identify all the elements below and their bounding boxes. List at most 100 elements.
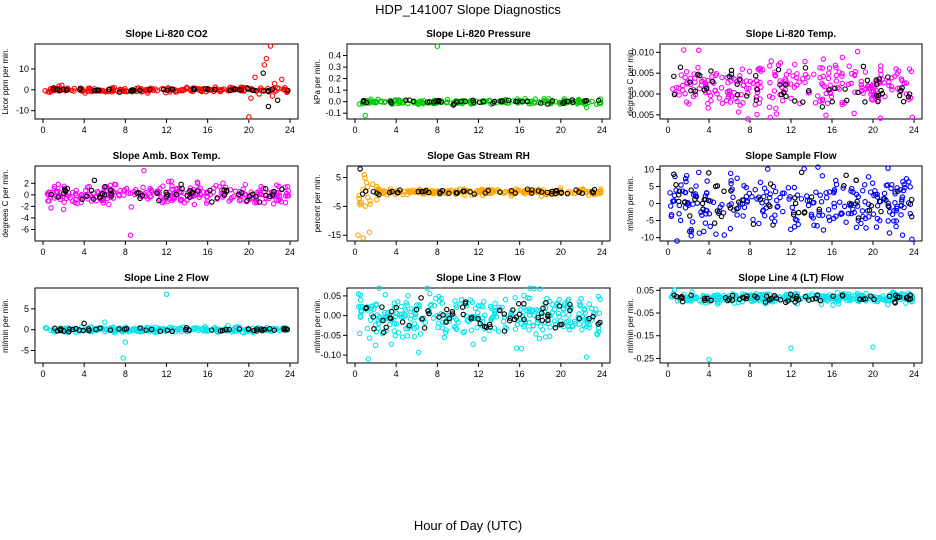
data-point xyxy=(708,98,714,104)
data-point xyxy=(855,193,862,200)
data-points xyxy=(667,164,915,244)
data-point xyxy=(688,233,694,239)
data-point xyxy=(545,317,551,324)
data-point xyxy=(678,72,684,78)
data-point xyxy=(804,198,811,204)
data-point xyxy=(518,345,525,352)
x-tick-label: 0 xyxy=(40,369,45,379)
data-point xyxy=(695,47,702,53)
data-point xyxy=(798,196,805,202)
data-point xyxy=(703,85,710,92)
data-point xyxy=(671,73,677,80)
data-point xyxy=(772,73,779,79)
data-point xyxy=(667,203,674,209)
data-point xyxy=(868,203,875,209)
x-tick-label: 16 xyxy=(203,369,213,379)
x-tick-label: 4 xyxy=(394,125,399,135)
data-point xyxy=(733,205,740,212)
data-point xyxy=(766,297,773,303)
data-point xyxy=(212,86,218,93)
data-point xyxy=(901,181,907,188)
data-point xyxy=(721,232,728,238)
data-point xyxy=(413,306,420,313)
data-point xyxy=(106,86,112,93)
data-point xyxy=(752,72,759,79)
data-point xyxy=(724,297,731,304)
data-point xyxy=(388,100,394,106)
data-point xyxy=(536,335,543,342)
data-point xyxy=(763,293,770,299)
data-point xyxy=(874,215,881,222)
data-point xyxy=(772,212,778,218)
data-point xyxy=(844,97,850,104)
data-point xyxy=(899,77,905,84)
data-point xyxy=(678,182,684,188)
data-point xyxy=(500,318,507,325)
data-point xyxy=(765,166,771,172)
data-point xyxy=(452,298,458,304)
data-point xyxy=(510,307,516,313)
data-point xyxy=(737,102,743,108)
data-point xyxy=(681,199,688,206)
plot-frame xyxy=(346,165,611,242)
data-point xyxy=(501,314,508,320)
y-tick-label: -6 xyxy=(21,224,29,234)
data-point xyxy=(526,327,532,333)
data-point xyxy=(869,97,876,103)
data-point xyxy=(125,190,132,196)
data-points xyxy=(42,43,291,120)
data-point xyxy=(705,100,711,107)
x-tick-label: 0 xyxy=(665,125,670,135)
data-point xyxy=(364,194,371,201)
data-point xyxy=(576,299,583,305)
data-point xyxy=(483,324,490,331)
data-point xyxy=(368,98,374,104)
data-point xyxy=(165,178,172,185)
data-point xyxy=(769,94,776,101)
data-point xyxy=(804,193,810,199)
data-point xyxy=(873,224,880,230)
data-point xyxy=(526,306,533,312)
data-point xyxy=(683,172,690,179)
data-point xyxy=(809,291,815,297)
data-point xyxy=(727,170,734,177)
data-point xyxy=(179,185,185,192)
data-point xyxy=(362,188,369,194)
x-tick-label: 16 xyxy=(827,247,837,257)
y-tick-label: -5 xyxy=(21,346,29,356)
data-point xyxy=(84,193,90,199)
y-tick-label: -0.10 xyxy=(320,350,341,360)
data-point xyxy=(392,333,399,339)
data-point xyxy=(839,80,845,87)
data-point xyxy=(271,327,278,333)
data-point xyxy=(544,295,550,302)
data-point xyxy=(419,316,425,322)
data-point xyxy=(816,209,822,215)
panel-5: Slope Gas Stream RH 0 4 8 12 16 20 24 -15 -5 5 perc… xyxy=(313,151,611,257)
data-point xyxy=(893,66,899,72)
data-point xyxy=(535,188,542,194)
data-point xyxy=(212,84,219,90)
data-point xyxy=(358,309,365,315)
data-point xyxy=(141,167,147,174)
panel-title: Slope Line 2 Flow xyxy=(124,273,209,284)
data-point xyxy=(745,90,751,97)
data-point xyxy=(428,301,435,308)
data-point xyxy=(267,193,273,200)
data-point xyxy=(542,334,549,340)
data-point xyxy=(828,93,835,100)
data-point xyxy=(583,104,590,111)
data-point xyxy=(533,307,540,313)
data-point xyxy=(424,99,430,105)
data-point xyxy=(506,317,513,324)
x-tick-label: 12 xyxy=(473,125,483,135)
data-point xyxy=(855,89,861,96)
data-point xyxy=(487,303,494,310)
data-point xyxy=(728,178,734,184)
data-point xyxy=(819,65,826,71)
x-tick-label: 8 xyxy=(435,369,440,379)
data-point xyxy=(833,78,840,84)
data-point xyxy=(362,175,368,181)
data-point xyxy=(412,188,419,195)
data-point xyxy=(244,85,251,92)
